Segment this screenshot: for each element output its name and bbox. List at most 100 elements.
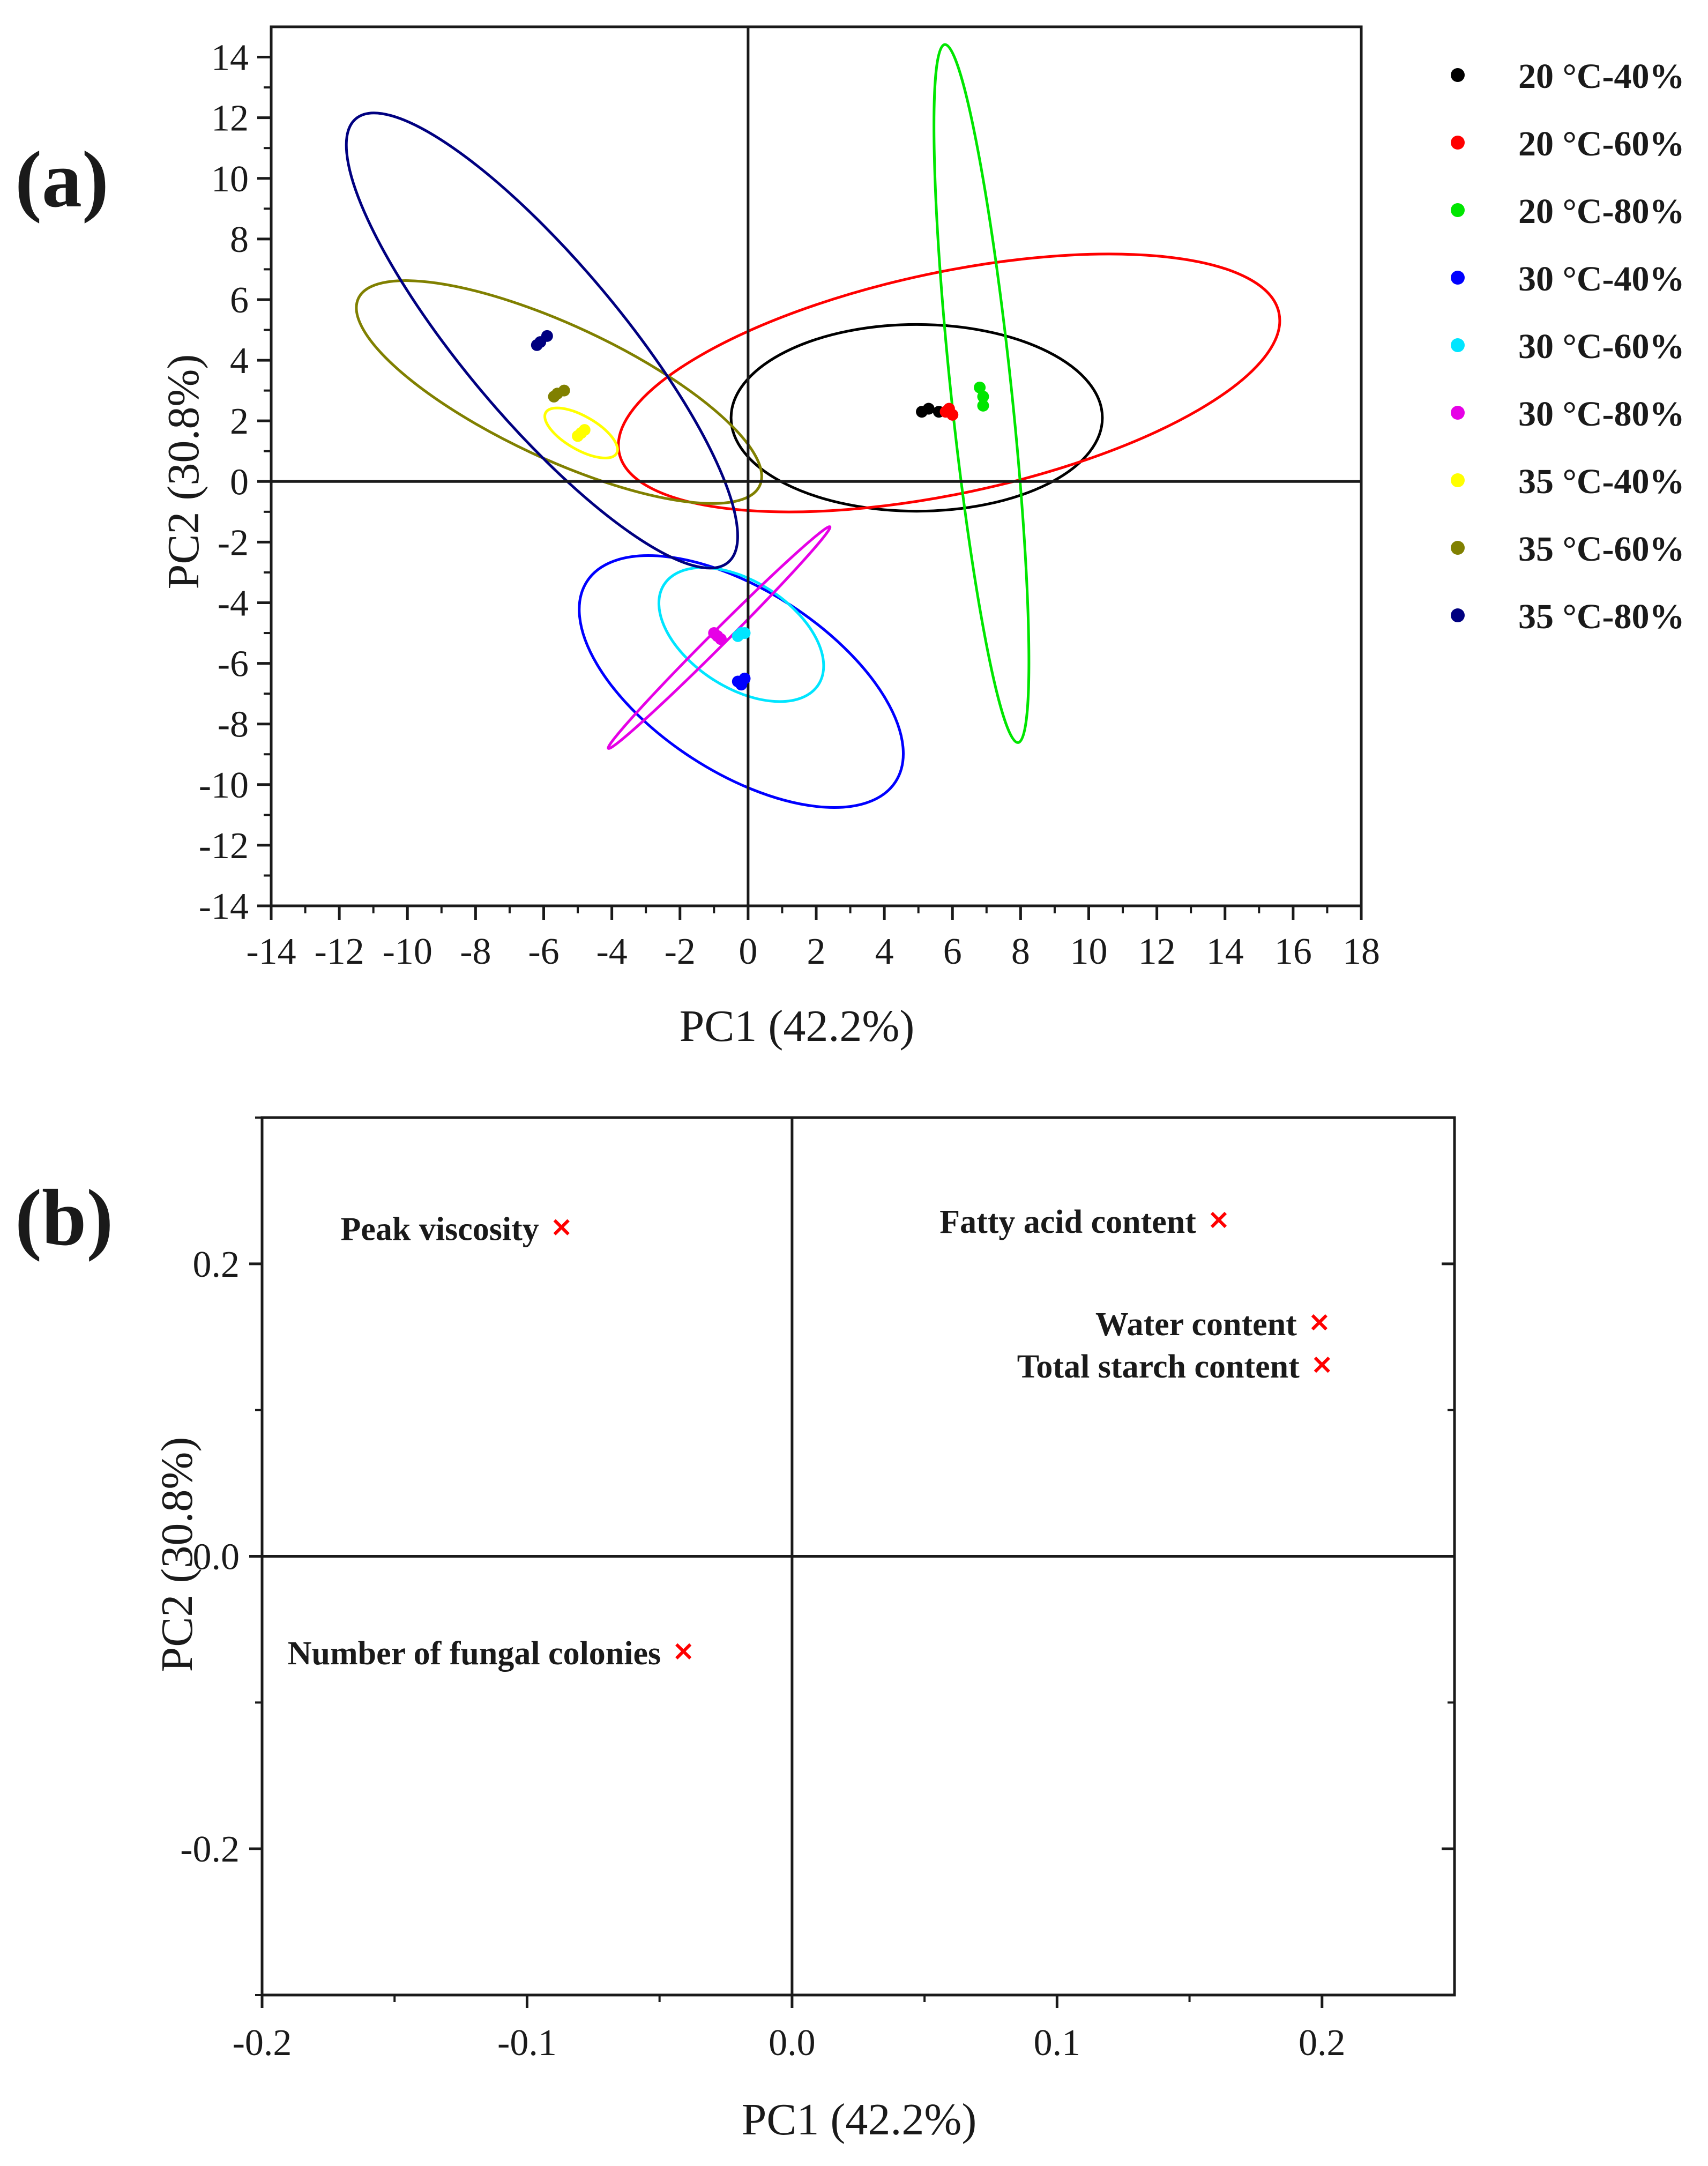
x-tick-label: 0 — [739, 931, 757, 972]
x-tick-label: 8 — [1011, 931, 1030, 972]
point-20-c-80-2 — [977, 390, 989, 403]
y-tick-label: -2 — [218, 522, 249, 563]
panel-a-score-points — [531, 330, 989, 691]
loading-label-total-starch-content: Total starch content — [1017, 1349, 1300, 1385]
y-tick-label: 14 — [211, 38, 249, 79]
y-tick-label: 0.0 — [193, 1537, 240, 1578]
loading-label-number-of-fungal-colonies: Number of fungal colonies — [288, 1635, 661, 1672]
panel-b-loading-points: Peak viscosity Fatty acid content Water co… — [288, 1204, 1330, 1672]
legend-marker-20-c-80 — [1451, 203, 1465, 217]
loading-marker-total-starch-content — [1314, 1356, 1330, 1373]
legend-label-20-c-40: 20 °C-40% — [1518, 57, 1685, 96]
x-tick-label: -2 — [665, 931, 696, 972]
x-tick-label: 16 — [1274, 931, 1312, 972]
x-tick-label: -6 — [528, 931, 559, 972]
point-30-c-80-3 — [708, 627, 720, 639]
ellipse-20-c-80 — [933, 43, 1031, 744]
point-35-c-60-2 — [558, 384, 570, 397]
x-tick-label: 18 — [1342, 931, 1380, 972]
x-tick-label: 10 — [1070, 931, 1108, 972]
legend-marker-20-c-60 — [1451, 136, 1465, 150]
y-tick-label: -4 — [218, 583, 249, 624]
point-35-c-80-3 — [534, 336, 547, 348]
x-tick-label: -8 — [460, 931, 491, 972]
loading-marker-number-of-fungal-colonies — [675, 1643, 692, 1659]
point-20-c-60-3 — [943, 403, 955, 415]
y-tick-label: -10 — [199, 765, 249, 806]
panel-b-label: (b) — [15, 1173, 113, 1262]
y-tick-label: -12 — [199, 825, 249, 867]
panel-a-x-axis-ticks: -14 -12 -10 -8 -6 -4 -2 0 2 4 6 8 10 12 14 16 18 — [246, 906, 1380, 972]
y-tick-label: 0.2 — [193, 1244, 240, 1285]
loading-marker-water-content — [1311, 1314, 1327, 1331]
legend-label-20-c-60: 20 °C-60% — [1518, 124, 1685, 163]
loading-marker-fatty-acid-content — [1210, 1211, 1227, 1229]
panel-a-score-plot: (a) -14 -12 -10 -8 -6 -4 -2 0 2 4 6 8 10 12 14 16 18 -14… — [15, 25, 1685, 1051]
legend-marker-30-c-40 — [1451, 271, 1465, 285]
x-tick-label: -12 — [314, 931, 364, 972]
x-tick-label: 14 — [1206, 931, 1244, 972]
legend-label-35-c-40: 35 °C-40% — [1518, 462, 1685, 501]
legend-label-35-c-80: 35 °C-80% — [1518, 597, 1685, 636]
y-tick-label: -14 — [199, 886, 249, 927]
y-tick-label: -0.2 — [180, 1829, 240, 1870]
panel-a-legend: 20 °C-40% 20 °C-60% 20 °C-80% 30 °C-40% 30 °… — [1451, 57, 1685, 636]
legend-marker-30-c-80 — [1451, 406, 1465, 420]
point-20-c-40-2 — [922, 403, 935, 415]
ellipse-20-c-60 — [617, 252, 1281, 513]
x-tick-label: 0.1 — [1034, 2022, 1081, 2064]
ellipse-35-c-60 — [355, 279, 763, 505]
legend-marker-35-c-80 — [1451, 608, 1465, 622]
panel-b-zero-lines — [262, 1118, 1455, 1995]
ellipse-30-c-60 — [657, 566, 825, 703]
panel-b-loading-plot: (b) -0.2 -0.1 0.0 0.1 0.2 -0.2 0.0 0.2 Peak vi… — [15, 1116, 1456, 2145]
loading-label-peak-viscosity: Peak viscosity — [340, 1211, 539, 1248]
loading-label-fatty-acid-content: Fatty acid content — [939, 1204, 1196, 1240]
x-tick-label: 0.2 — [1299, 2022, 1346, 2064]
point-35-c-60-3 — [548, 390, 560, 403]
panel-b-x-axis-title: PC1 (42.2%) — [742, 2095, 977, 2145]
panel-b-y-axis-title: PC2 (30.8%) — [152, 1437, 202, 1672]
x-tick-label: -14 — [246, 931, 296, 972]
legend-marker-35-c-60 — [1451, 541, 1465, 555]
x-tick-label: 6 — [943, 931, 962, 972]
point-35-c-40-3 — [578, 424, 591, 436]
legend-label-30-c-60: 30 °C-60% — [1518, 327, 1685, 366]
y-tick-label: 12 — [211, 98, 249, 139]
legend-marker-30-c-60 — [1451, 338, 1465, 352]
y-tick-label: 2 — [230, 401, 249, 442]
x-tick-label: -0.1 — [497, 2022, 557, 2064]
panel-b-y-axis-ticks: -0.2 0.0 0.2 — [180, 1117, 1455, 1996]
legend-label-20-c-80: 20 °C-80% — [1518, 192, 1685, 231]
legend-marker-35-c-40 — [1451, 473, 1465, 487]
y-tick-label: 6 — [230, 280, 249, 321]
loading-marker-peak-viscosity — [553, 1219, 570, 1235]
panel-a-y-axis-ticks: -14 -12 -10 -8 -6 -4 -2 0 2 4 6 8 10 12 14 — [199, 38, 271, 927]
y-tick-label: 10 — [211, 159, 249, 200]
panel-a-x-axis-title: PC1 (42.2%) — [680, 1001, 915, 1051]
panel-a-confidence-ellipses — [345, 43, 1281, 809]
panel-b-x-axis-ticks: -0.2 -0.1 0.0 0.1 0.2 — [233, 1995, 1346, 2064]
x-tick-label: -10 — [383, 931, 432, 972]
loading-label-water-content: Water content — [1095, 1306, 1297, 1343]
y-tick-label: 0 — [230, 462, 249, 503]
panel-a-y-axis-title: PC2 (30.8%) — [159, 354, 208, 590]
legend-label-30-c-80: 30 °C-80% — [1518, 395, 1685, 434]
legend-label-30-c-40: 30 °C-40% — [1518, 259, 1685, 299]
x-tick-label: 4 — [875, 931, 894, 972]
ellipse-20-c-40 — [729, 323, 1104, 513]
x-tick-label: -0.2 — [233, 2022, 292, 2064]
y-tick-label: 4 — [230, 340, 249, 382]
legend-marker-20-c-40 — [1451, 68, 1465, 82]
x-tick-label: 0.0 — [769, 2022, 816, 2064]
legend-label-35-c-60: 35 °C-60% — [1518, 530, 1685, 569]
panel-a-zero-lines — [271, 27, 1361, 906]
x-tick-label: 12 — [1138, 931, 1176, 972]
x-tick-label: -4 — [596, 931, 627, 972]
x-tick-label: 2 — [807, 931, 826, 972]
point-20-c-80-3 — [977, 399, 989, 412]
y-tick-label: -6 — [218, 644, 249, 685]
point-30-c-60-3 — [739, 627, 751, 639]
point-30-c-40-3 — [735, 679, 748, 691]
